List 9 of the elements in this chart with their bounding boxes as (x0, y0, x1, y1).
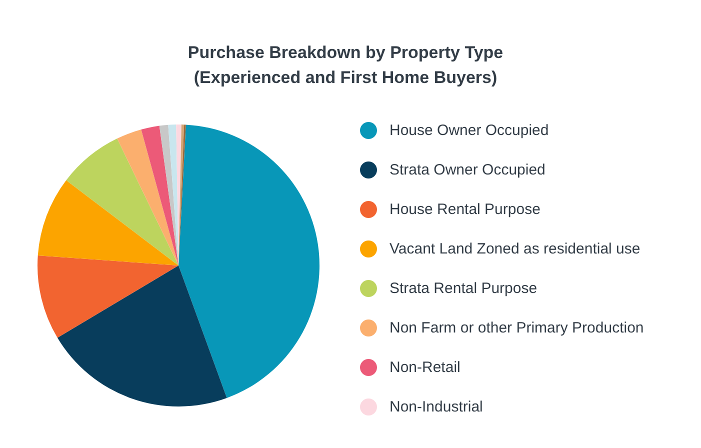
legend-label: Non Farm or other Primary Production (390, 320, 644, 336)
legend-label: Non-Industrial (390, 398, 483, 416)
legend-label: Vacant Land Zoned as residential use (390, 240, 640, 258)
legend-label: House Owner Occupied (390, 122, 549, 139)
chart-title: Purchase Breakdown by Property Type (Experienced and First Home Buyers) (188, 43, 504, 87)
legend-label: Non-Retail (390, 359, 460, 376)
legend-label: Strata Owner Occupied (390, 162, 546, 178)
legend-label: Strata Rental Purpose (390, 280, 538, 297)
legend-label: House Rental Purpose (390, 201, 540, 218)
